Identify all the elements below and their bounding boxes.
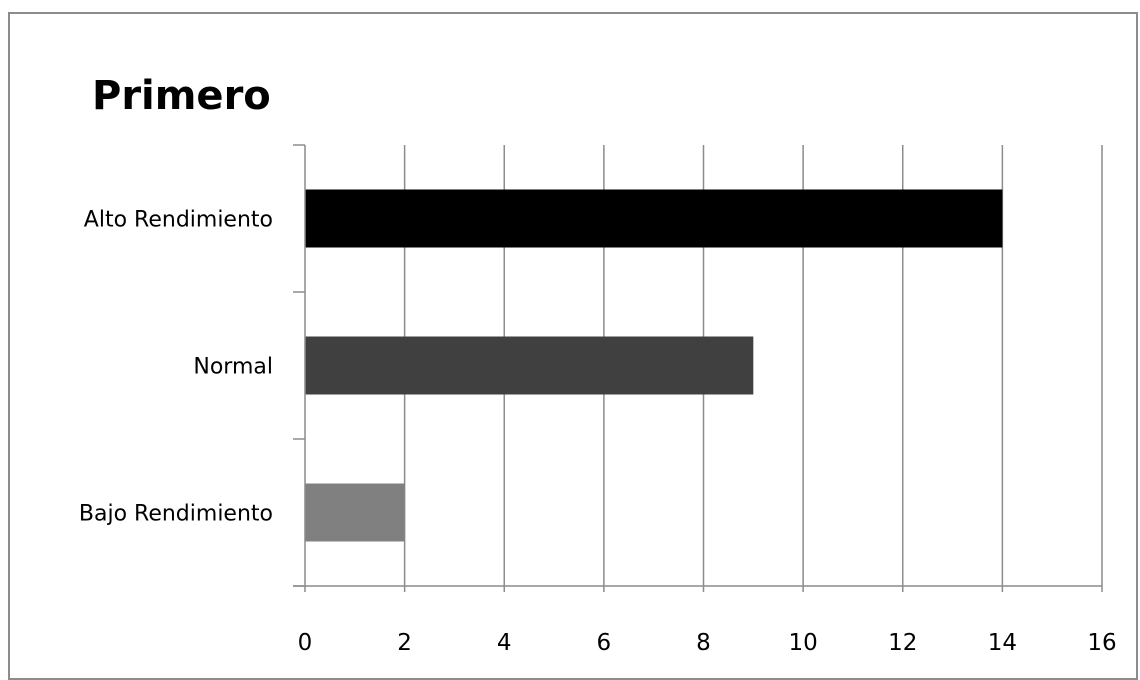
tick-labels: 0 2 4 6 8 10 12 14 16 Alto Rendimiento Normal Bajo … (79, 208, 1117, 657)
category-label-normal: Normal (193, 355, 273, 380)
bar-alto-rendimiento (305, 189, 1003, 248)
bar-bajo-rendimiento (305, 483, 405, 542)
x-tick-label-8: 8 (696, 630, 711, 656)
category-label-bajo-rendimiento: Bajo Rendimiento (79, 502, 273, 527)
x-tick-label-0: 0 (298, 630, 313, 656)
x-tick-label-12: 12 (888, 630, 917, 656)
x-tick-label-4: 4 (497, 630, 512, 656)
axes (293, 144, 1102, 592)
x-tick-label-6: 6 (597, 630, 612, 656)
x-tick-label-14: 14 (988, 630, 1017, 656)
x-tick-label-16: 16 (1087, 630, 1116, 656)
bar-normal (305, 336, 754, 395)
bars (305, 189, 1003, 542)
category-label-alto-rendimiento: Alto Rendimiento (84, 208, 273, 233)
x-tick-label-10: 10 (788, 630, 817, 656)
chart-title: Primero (92, 73, 271, 119)
x-tick-label-2: 2 (397, 630, 412, 656)
